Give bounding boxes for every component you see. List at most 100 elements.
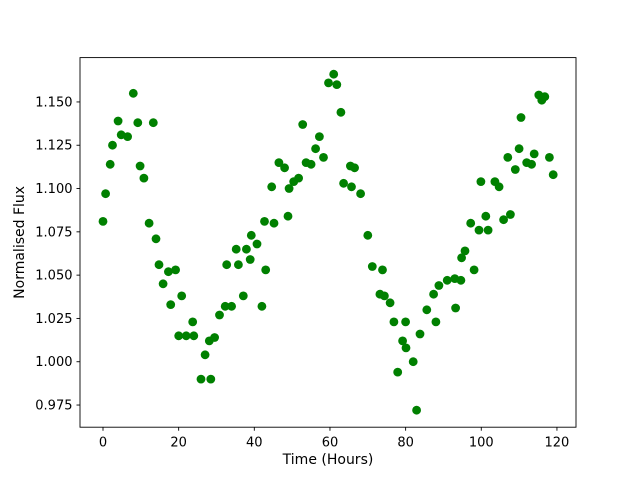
data-point xyxy=(181,331,191,341)
y-tick-label: 1.050 xyxy=(35,269,72,284)
data-point xyxy=(401,343,411,353)
data-point xyxy=(324,78,333,88)
data-point xyxy=(133,118,143,128)
data-point xyxy=(113,116,123,126)
data-point xyxy=(238,291,248,301)
x-tick-label: 100 xyxy=(469,436,494,451)
data-point xyxy=(385,298,395,308)
data-point xyxy=(135,161,145,171)
scatter-points xyxy=(98,69,558,415)
data-point xyxy=(408,357,418,367)
x-tick-label: 120 xyxy=(545,436,570,451)
data-point xyxy=(415,329,425,339)
data-point xyxy=(494,182,504,192)
data-point xyxy=(283,211,293,221)
data-point xyxy=(215,310,224,320)
data-point xyxy=(260,217,269,226)
data-point xyxy=(451,303,460,313)
data-point xyxy=(363,230,373,240)
data-point xyxy=(319,153,328,162)
x-tick-label: 40 xyxy=(246,436,263,451)
data-point xyxy=(189,331,199,341)
data-point xyxy=(476,177,486,187)
data-point xyxy=(329,69,339,79)
data-point xyxy=(315,132,324,142)
data-point xyxy=(196,374,206,384)
data-point xyxy=(529,149,539,159)
data-point xyxy=(158,279,168,289)
data-point xyxy=(171,265,181,275)
data-point xyxy=(188,317,198,327)
data-point xyxy=(242,244,251,254)
data-point xyxy=(506,210,515,219)
data-point xyxy=(206,374,216,384)
data-point xyxy=(474,225,484,235)
data-point xyxy=(367,262,377,271)
data-point xyxy=(527,159,536,169)
data-point xyxy=(548,170,558,180)
data-point xyxy=(431,317,441,327)
x-tick-label: 80 xyxy=(397,436,414,451)
y-tick-label: 1.025 xyxy=(35,312,72,327)
y-tick-label: 1.150 xyxy=(35,95,72,110)
data-point xyxy=(101,189,110,199)
data-point xyxy=(514,144,524,154)
data-point xyxy=(398,336,407,346)
data-point xyxy=(177,291,187,301)
data-point xyxy=(510,165,520,174)
data-point xyxy=(347,182,356,192)
data-point xyxy=(332,80,342,89)
data-point xyxy=(280,163,289,173)
data-point xyxy=(434,281,444,290)
data-point xyxy=(306,159,316,169)
data-point xyxy=(378,265,387,275)
data-point xyxy=(336,107,346,117)
x-axis-ticks: 0 20 40 60 80 100 120 xyxy=(99,427,569,451)
data-point xyxy=(503,153,513,162)
y-tick-label: 1.000 xyxy=(35,355,72,370)
x-axis-label: Time (Hours) xyxy=(282,452,374,468)
data-point xyxy=(422,305,432,315)
data-point xyxy=(456,275,466,285)
data-point xyxy=(350,163,359,173)
data-point xyxy=(151,234,161,244)
data-point xyxy=(339,178,348,188)
data-point xyxy=(166,300,176,309)
data-point xyxy=(148,118,158,128)
data-point xyxy=(252,239,262,249)
data-point xyxy=(311,144,320,154)
x-tick-label: 60 xyxy=(322,436,339,451)
data-point xyxy=(460,246,470,256)
data-point xyxy=(389,317,399,327)
data-point xyxy=(483,225,493,235)
data-point xyxy=(499,215,508,225)
y-tick-label: 1.100 xyxy=(35,182,72,197)
data-point xyxy=(200,350,210,360)
data-point xyxy=(457,253,466,263)
y-axis-label: Normalised Flux xyxy=(12,186,28,299)
data-point xyxy=(164,267,173,277)
data-point xyxy=(108,140,117,150)
data-point xyxy=(257,301,267,311)
data-point xyxy=(481,211,491,221)
data-point xyxy=(220,301,230,311)
data-point xyxy=(429,289,438,299)
data-point xyxy=(298,120,308,129)
data-point xyxy=(105,159,115,169)
data-point xyxy=(144,218,154,228)
data-point xyxy=(231,244,241,254)
y-tick-label: 1.075 xyxy=(35,225,72,240)
data-point xyxy=(267,182,277,192)
data-point xyxy=(245,255,255,264)
data-point xyxy=(466,218,476,228)
y-tick-label: 0.975 xyxy=(35,399,72,414)
data-point xyxy=(98,217,108,226)
data-point xyxy=(210,333,220,342)
axes-border xyxy=(79,57,577,428)
x-tick-label: 20 xyxy=(170,436,187,451)
x-tick-label: 0 xyxy=(99,436,107,451)
y-axis-ticks: 0.975 1.000 1.025 1.050 1.075 1.100 1.125 1.150 xyxy=(35,95,80,414)
data-point xyxy=(154,260,164,270)
data-point xyxy=(284,184,294,193)
data-point xyxy=(227,301,237,311)
